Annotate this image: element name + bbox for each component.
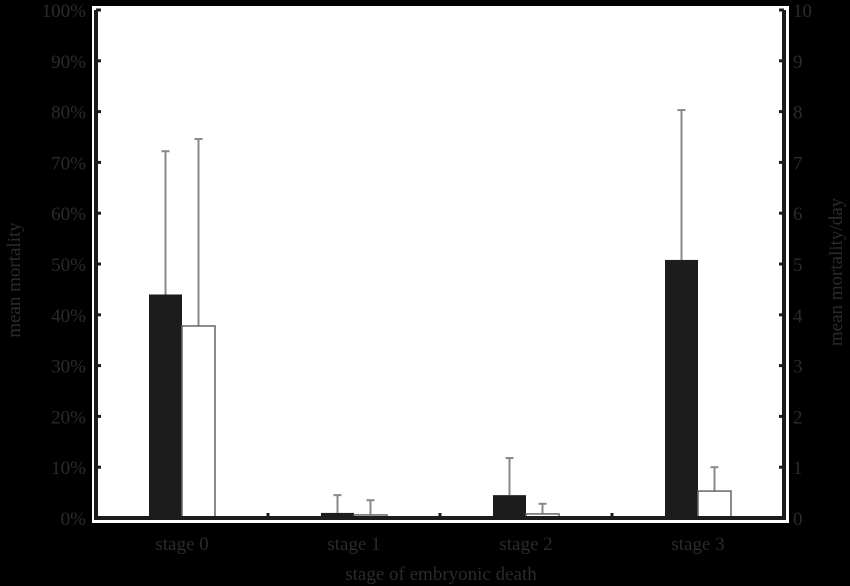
bar-mean-mortality-per-day xyxy=(181,325,216,519)
right-y-tick-label: 1 xyxy=(793,458,803,479)
right-y-tick-label: 4 xyxy=(793,306,803,327)
x-axis-category-labels: stage 0 stage 1 stage 2 stage 3 xyxy=(155,534,724,555)
left-y-tick-label: 80% xyxy=(51,103,86,124)
x-category-label: stage 1 xyxy=(327,534,380,555)
x-axis-title: stage of embryonic death xyxy=(345,564,537,585)
right-y-tick-label: 10 xyxy=(793,1,812,22)
right-y-tick-label: 7 xyxy=(793,153,803,174)
right-y-tick-label: 2 xyxy=(793,407,803,428)
left-y-tick-label: 0% xyxy=(61,509,87,530)
x-category-label: stage 0 xyxy=(155,534,208,555)
bar-mean-mortality xyxy=(665,259,698,518)
x-category-label: stage 2 xyxy=(499,534,552,555)
left-y-tick-label: 60% xyxy=(51,204,86,225)
bar-mean-mortality xyxy=(493,495,526,518)
left-y-axis-ticks: 0% 10% 20% 30% 40% 50% 60% 70% 80% 90% 100% xyxy=(42,1,101,530)
left-y-tick-label: 50% xyxy=(51,255,86,276)
left-y-tick-label: 20% xyxy=(51,407,86,428)
right-y-tick-label: 6 xyxy=(793,204,803,225)
left-y-tick-label: 10% xyxy=(51,458,86,479)
right-y-tick-label: 0 xyxy=(793,509,803,530)
left-y-tick-label: 70% xyxy=(51,153,86,174)
right-y-axis-ticks: 0 1 2 3 4 5 6 7 8 9 10 xyxy=(779,1,812,530)
bars-layer xyxy=(149,109,732,519)
right-y-tick-label: 8 xyxy=(793,103,803,124)
bar-mean-mortality-per-day xyxy=(697,490,732,519)
bar-mean-mortality xyxy=(321,512,354,518)
left-y-tick-label: 100% xyxy=(42,1,87,22)
left-y-tick-label: 90% xyxy=(51,52,86,73)
right-y-tick-label: 5 xyxy=(793,255,803,276)
left-y-tick-label: 40% xyxy=(51,306,86,327)
right-y-tick-label: 9 xyxy=(793,52,803,73)
x-category-label: stage 3 xyxy=(671,534,724,555)
right-y-tick-label: 3 xyxy=(793,357,803,378)
left-y-tick-label: 30% xyxy=(51,357,86,378)
bar-mean-mortality xyxy=(149,294,182,518)
left-y-axis-title: mean mortality xyxy=(4,222,25,338)
right-y-axis-title: mean mortality/day xyxy=(826,197,847,346)
